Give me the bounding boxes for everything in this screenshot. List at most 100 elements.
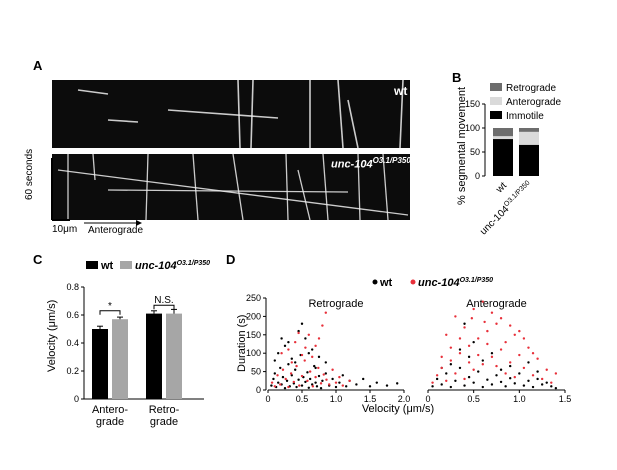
chart-d-point	[483, 320, 486, 324]
chart-d-point	[467, 355, 471, 359]
chart-d-point	[311, 385, 315, 388]
chart-d-point	[287, 340, 290, 344]
chart-d-subplot-title: Anterograde	[466, 298, 527, 310]
chart-d-point	[550, 385, 553, 388]
chart-d-point	[300, 374, 304, 378]
chart-d-ytick-label: 150	[246, 330, 261, 340]
chart-d-point	[294, 340, 297, 344]
chart-d-subplot-title: Retrograde	[308, 298, 363, 310]
chart-d-point	[338, 375, 341, 379]
chart-c-bar	[92, 329, 108, 399]
chart-d-xtick-label: 1.0	[330, 394, 343, 404]
chart-d-xtick-label: 1.5	[559, 394, 572, 404]
kymograph-track	[285, 153, 289, 221]
chart-c-ylabel: Velocity (μm/s)	[46, 299, 58, 372]
chart-c-legend-swatch	[86, 261, 98, 269]
chart-d-point	[396, 382, 399, 385]
kymograph-track	[297, 169, 311, 221]
chart-c-significance-bracket	[99, 310, 121, 315]
chart-d-point	[277, 352, 280, 355]
arrow-head-icon	[136, 220, 142, 226]
chart-b-ytick-label: 150	[465, 99, 480, 109]
chart-d-point	[317, 366, 320, 370]
kymograph-mutant-label: unc-104O3.1/P350	[331, 156, 411, 171]
kymograph-track	[237, 80, 241, 149]
chart-d-point	[297, 329, 300, 333]
chart-d-ylabel: Duration (s)	[236, 314, 248, 372]
chart-d-point	[522, 366, 526, 370]
chart-d-point	[287, 348, 290, 351]
chart-d-legend-label: wt	[379, 277, 393, 289]
chart-d-point	[554, 386, 558, 390]
chart-d-point	[513, 375, 516, 379]
kymograph-track	[337, 80, 344, 149]
chart-d-point	[298, 384, 301, 387]
chart-c-significance-label: N.S.	[154, 295, 173, 306]
chart-d-point	[499, 380, 503, 384]
chart-d-point	[324, 361, 327, 364]
chart-d-point	[463, 326, 466, 329]
chart-d-xlabel: Velocity (μm/s)	[362, 403, 434, 415]
chart-d-point	[280, 352, 283, 355]
chart-d-point	[273, 359, 276, 362]
chart-d-point	[495, 364, 498, 368]
chart-d-point	[509, 364, 512, 368]
chart-d-xtick-label: 1.5	[364, 394, 377, 404]
chart-d-point	[304, 380, 307, 384]
chart-d-point	[362, 377, 365, 381]
chart-d-point	[435, 374, 439, 377]
chart-d-point	[554, 372, 558, 375]
chart-d-ytick-label: 100	[246, 348, 261, 358]
chart-d-point	[486, 378, 489, 381]
chart-d-point	[481, 359, 484, 362]
chart-d-legend-marker	[372, 279, 378, 285]
chart-d-point	[331, 368, 334, 371]
chart-d-point	[311, 348, 314, 351]
chart-d-point	[324, 311, 327, 314]
chart-d-point	[518, 353, 521, 357]
chart-b-legend-swatch	[490, 83, 502, 91]
chart-d-point	[319, 386, 323, 390]
chart-d-point	[536, 377, 539, 381]
chart-d-point	[338, 381, 341, 384]
chart-d-point	[297, 378, 300, 381]
chart-d-point	[454, 379, 457, 382]
chart-d-point	[445, 372, 448, 375]
chart-d-point	[300, 353, 304, 357]
chart-b-bar-segment	[519, 128, 539, 132]
chart-d-point	[481, 300, 484, 303]
chart-b-legend-label: Immotile	[506, 111, 544, 122]
chart-d-point	[490, 352, 494, 355]
chart-d-point	[499, 368, 503, 371]
chart-b-legend-swatch	[490, 111, 502, 119]
chart-d-point	[273, 372, 276, 375]
chart-d-point	[527, 346, 530, 349]
chart-d-point	[319, 382, 323, 385]
chart-d-point	[285, 379, 289, 382]
chart-d-point	[277, 381, 280, 384]
chart-d-point	[355, 383, 358, 386]
panel-label-a: A	[33, 58, 43, 73]
chart-d-point	[385, 384, 389, 387]
chart-d-point	[463, 377, 466, 381]
chart-d-point	[314, 344, 317, 348]
chart-d-point	[307, 352, 310, 355]
chart-d-point	[504, 340, 507, 344]
kymograph-mutant	[52, 154, 410, 220]
chart-d-point	[527, 379, 530, 382]
chart-d-point	[276, 374, 279, 377]
chart-d-point	[306, 371, 309, 374]
chart-d-point	[458, 348, 462, 351]
chart-d-point	[279, 383, 282, 386]
chart-c-ytick-label: 0.8	[66, 282, 79, 292]
chart-d-point	[270, 381, 274, 384]
chart-d-point	[334, 381, 338, 384]
chart-d-point	[522, 384, 526, 387]
kymograph-track	[145, 153, 149, 221]
chart-d-point	[522, 337, 526, 340]
chart-d-point	[307, 333, 310, 336]
chart-d-point	[375, 381, 378, 384]
chart-c-bar	[166, 313, 182, 399]
chart-d-point	[281, 375, 285, 379]
chart-d-point	[341, 374, 344, 377]
